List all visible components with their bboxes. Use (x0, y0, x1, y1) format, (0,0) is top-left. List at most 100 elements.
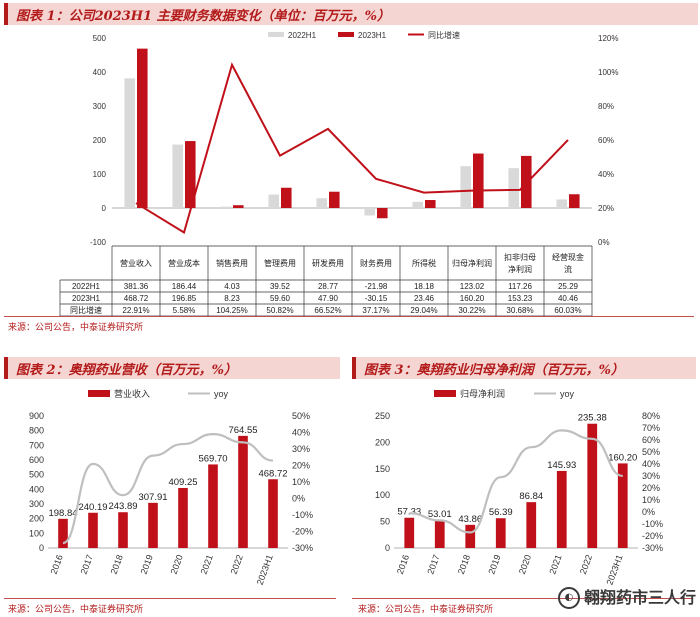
y-right-tick: 40% (292, 428, 310, 438)
y-right-tick: 40% (598, 170, 614, 179)
bar-value-label: 409.25 (168, 477, 197, 488)
bar-2023h1 (425, 200, 436, 208)
y-left-tick: 500 (29, 470, 44, 480)
fig3-title: 图表 3：奥翔药业归母净利润（百万元，%） (364, 363, 624, 378)
category-label: 财务费用 (360, 258, 392, 268)
y-right-tick: 30% (642, 471, 660, 481)
y-right-tick: 20% (292, 461, 310, 471)
bar-value-label: 764.55 (228, 425, 257, 436)
x-tick-label: 2021 (199, 553, 215, 575)
y-right-tick: 0% (642, 507, 655, 517)
table-cell: -30.15 (365, 294, 388, 303)
table-cell: -21.98 (365, 282, 388, 291)
yoy-line (62, 433, 274, 545)
bar-value (434, 520, 445, 548)
y-left-tick: 200 (93, 136, 107, 145)
table-cell: 59.60 (270, 294, 291, 303)
table-cell: 37.17% (362, 306, 389, 315)
y-right-tick: 50% (642, 447, 660, 457)
table-row-label: 2022H1 (72, 282, 101, 291)
category-label: 研发费用 (312, 258, 344, 268)
category-label: 销售费用 (216, 258, 248, 268)
category-label: 所得税 (412, 258, 436, 268)
y-left-tick: 600 (29, 455, 44, 465)
bar-2023h1 (569, 194, 580, 208)
table-cell: 22.91% (122, 306, 149, 315)
table-cell: 186.44 (172, 282, 197, 291)
y-right-tick: 60% (642, 435, 660, 445)
table-cell: 468.72 (124, 294, 149, 303)
fig3-divider (352, 598, 692, 599)
y-right-tick: 0% (292, 494, 305, 504)
y-right-tick: -20% (642, 531, 663, 541)
bar-value-label: 307.91 (138, 492, 167, 503)
table-row-label: 同比增速 (70, 305, 102, 315)
bar-2022h1 (412, 201, 423, 208)
bar-value (465, 524, 476, 548)
y-left-tick: 400 (29, 484, 44, 494)
bar-2023h1 (377, 208, 388, 219)
y-right-tick: 80% (642, 411, 660, 421)
bar-value-label: 198.84 (48, 508, 77, 519)
watermark: ◐ 翱翔药市三人行 (557, 584, 696, 609)
table-cell: 8.23 (224, 294, 240, 303)
bar-value-label: 160.20 (608, 452, 637, 463)
y-right-tick: 40% (642, 459, 660, 469)
fig1-title: 图表 1：公司2023H1 主要财务数据变化（单位：百万元，%） (16, 9, 390, 24)
y-left-tick: 100 (375, 490, 390, 500)
category-label: 管理费用 (264, 258, 296, 268)
x-tick-label: 2019 (486, 553, 502, 575)
y-left-tick: -100 (90, 238, 107, 247)
x-tick-label: 2023H1 (255, 553, 275, 586)
category-label: 归母净利润 (452, 258, 492, 268)
fig2-source: 来源：公司公告，中泰证券研究所 (8, 605, 144, 615)
table-cell: 18.18 (414, 282, 435, 291)
category-label: 营业成本 (168, 258, 200, 268)
y-right-tick: 30% (292, 444, 310, 454)
bar-value (178, 487, 188, 548)
y-right-tick: 10% (642, 495, 660, 505)
y-right-tick: 0% (598, 238, 610, 247)
table-cell: 66.52% (314, 306, 341, 315)
bar-2023h1 (329, 191, 340, 208)
table-cell: 30.22% (458, 306, 485, 315)
legend-label-bar: 营业收入 (114, 388, 150, 399)
y-left-tick: 250 (375, 411, 390, 421)
bar-2022h1 (316, 198, 327, 208)
y-right-tick: 20% (642, 483, 660, 493)
bar-value-label: 240.19 (78, 502, 107, 513)
legend-swatch-2023h1 (338, 32, 354, 37)
bar-value-label: 243.89 (108, 501, 137, 512)
legend-label-bar: 归母净利润 (460, 388, 505, 399)
table-cell: 196.85 (172, 294, 197, 303)
bar-2023h1 (185, 141, 196, 208)
legend-swatch-bar (88, 390, 110, 397)
fig2-title-bar: 图表 2：奥翔药业营收（百万元，%） (4, 357, 340, 379)
bar-2023h1 (473, 153, 484, 208)
y-left-tick: 800 (29, 426, 44, 436)
table-cell: 117.26 (508, 282, 532, 291)
x-tick-label: 2018 (109, 553, 125, 575)
table-cell: 4.03 (224, 282, 240, 291)
fig1-chart: 500 400 300 200 100 0 -100 120% 100% 80% 60% 40% 20%… (59, 30, 618, 317)
table-cell: 381.36 (124, 282, 149, 291)
table-cell: 39.52 (270, 282, 291, 291)
y-right-tick: 20% (598, 204, 614, 213)
y-left-tick: 700 (29, 440, 44, 450)
bar-2022h1 (508, 168, 519, 208)
y-right-tick: 100% (598, 68, 618, 77)
table-cell: 50.82% (266, 306, 293, 315)
table-row-label: 2023H1 (72, 294, 101, 303)
bar-value-label: 145.93 (547, 460, 576, 471)
x-tick-label: 2019 (139, 553, 155, 575)
y-left-tick: 200 (29, 514, 44, 524)
category-label: 流 (564, 264, 572, 274)
bar-value (495, 518, 506, 548)
x-tick-label: 2018 (456, 553, 472, 575)
bar-2023h1 (233, 205, 244, 208)
y-left-tick: 500 (93, 34, 107, 43)
y-left-tick: 400 (93, 68, 107, 77)
category-label: 净利润 (508, 264, 532, 274)
y-left-tick: 300 (93, 102, 107, 111)
fig1-divider (4, 316, 694, 317)
